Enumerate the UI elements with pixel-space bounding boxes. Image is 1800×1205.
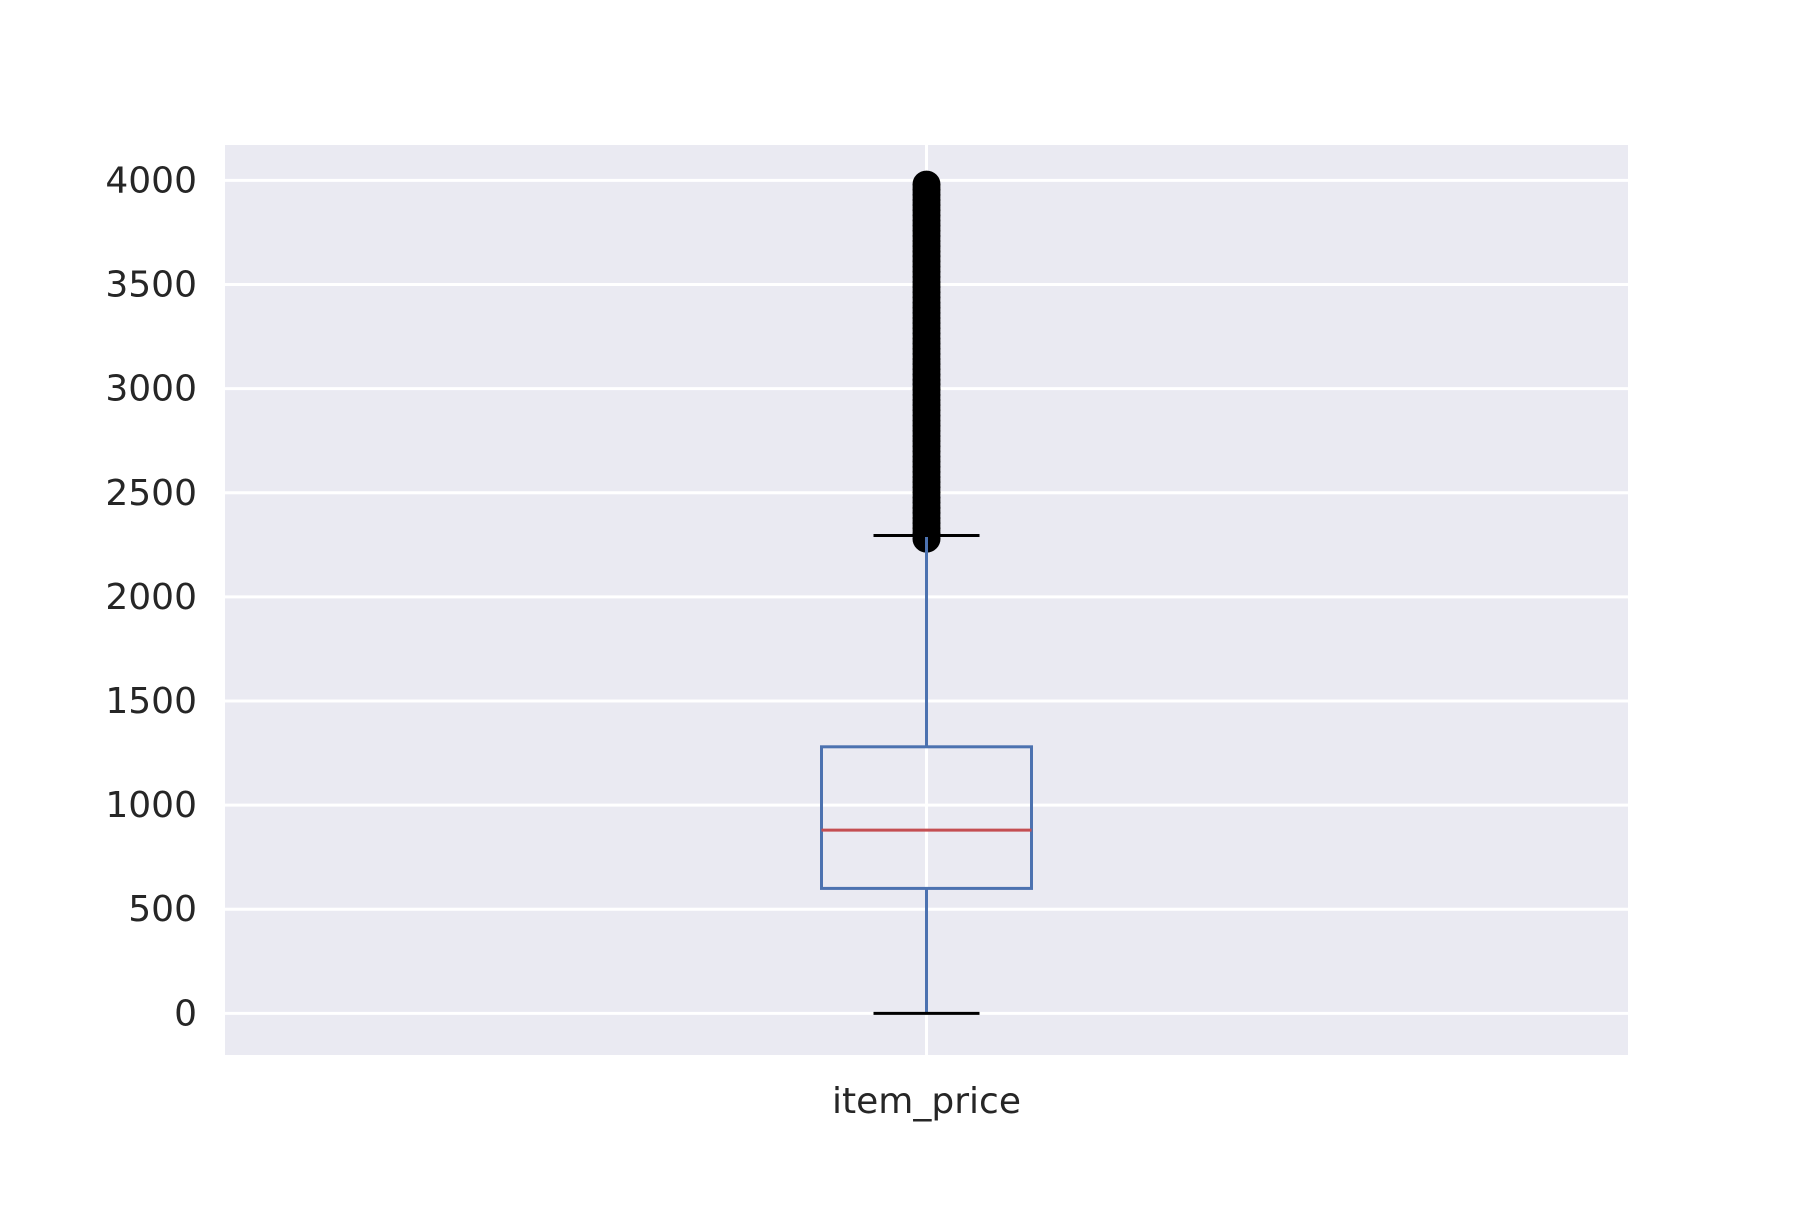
y-tick-label: 500 [128, 889, 197, 930]
y-tick-label: 2500 [105, 473, 197, 514]
x-tick-label: item_price [832, 1081, 1021, 1122]
y-tick-label: 0 [174, 993, 197, 1034]
y-axis: 0 500 1000 1500 2000 2500 3000 3500 4000 [105, 160, 197, 1034]
box-iqr [820, 745, 1033, 890]
y-tick-label: 4000 [105, 160, 197, 201]
outlier-points [912, 170, 941, 553]
box-group [820, 170, 1033, 1015]
y-tick-label: 1500 [105, 681, 197, 722]
y-tick-label: 3500 [105, 265, 197, 306]
y-tick-label: 3000 [105, 369, 197, 410]
outlier-point [912, 170, 941, 199]
y-tick-label: 2000 [105, 577, 197, 618]
x-axis: item_price [832, 1081, 1021, 1122]
box-series [820, 170, 1033, 1015]
y-tick-label: 1000 [105, 785, 197, 826]
